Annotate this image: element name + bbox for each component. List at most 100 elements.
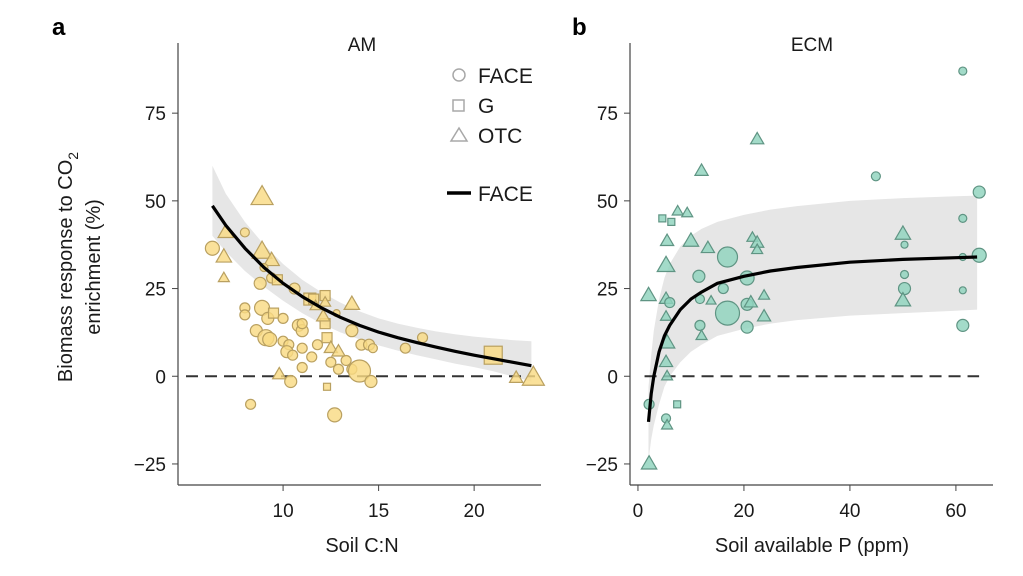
data-point-triangle: [671, 204, 685, 216]
legend-square-icon: [452, 99, 465, 112]
data-point-triangle: [215, 247, 233, 263]
data-point-triangle: [656, 255, 676, 273]
data-point-circle: [958, 66, 968, 76]
legend: FACE G OTC FACE: [447, 65, 533, 206]
x-tick-label: 20: [464, 501, 485, 522]
data-point-triangle: [508, 369, 524, 383]
data-point-circle: [325, 356, 337, 368]
data-point-circle: [714, 300, 741, 326]
data-point-circle: [253, 276, 267, 290]
x-tick-label: 40: [839, 501, 860, 522]
data-point-triangle: [315, 308, 331, 322]
data-point-circle: [717, 282, 729, 295]
x-tick-label: 0: [633, 501, 644, 522]
axes: −25 0 25 50 75 10 15 20: [134, 43, 541, 522]
data-point-circle: [262, 331, 278, 348]
panel-letter-b: b: [572, 14, 587, 41]
legend-label-g: G: [478, 95, 494, 118]
data-point-triangle: [251, 239, 274, 259]
axes: −25 0 25 50 75 0 20 40 60: [586, 43, 993, 522]
data-point-triangle: [271, 366, 287, 380]
data-point-triangle: [343, 294, 361, 310]
y-tick-label: −25: [586, 455, 618, 476]
panel-a: a AM −25 0 25 50 75 10 15 20 Soil C:N Biomass r…: [52, 14, 546, 557]
data-points: [204, 184, 546, 423]
data-point-circle: [694, 319, 706, 331]
data-point-circle: [296, 342, 308, 354]
data-point-circle: [296, 361, 308, 374]
data-point-triangle: [694, 328, 709, 341]
x-axis-title-a: Soil C:N: [325, 535, 398, 557]
data-point-square: [267, 307, 280, 319]
data-point-triangle: [749, 131, 765, 145]
data-point-triangle: [700, 239, 716, 254]
y-axis-title-line2: enrichment (%): [83, 199, 105, 335]
y-axis-title-subscript: 2: [65, 152, 81, 160]
y-tick-label: 75: [145, 104, 166, 125]
data-point-triangle: [660, 369, 674, 381]
data-point-square: [483, 345, 503, 365]
legend-entry-face: FACE: [452, 65, 533, 88]
data-point-triangle: [756, 308, 772, 322]
x-tick-label: 15: [368, 501, 389, 522]
data-point-triangle: [521, 365, 546, 386]
x-tick-label: 10: [273, 501, 294, 522]
data-point-circle: [245, 398, 257, 410]
data-point-circle: [345, 324, 359, 338]
fit-curve: [211, 204, 532, 368]
data-point-triangle: [659, 309, 673, 321]
data-point-circle: [277, 312, 289, 324]
legend-circle-icon: [452, 68, 466, 82]
y-tick-label: 0: [155, 367, 166, 388]
data-point-triangle: [693, 162, 710, 176]
data-point-triangle: [757, 288, 771, 300]
y-tick-label: 25: [597, 280, 618, 301]
data-point-circle: [958, 213, 968, 223]
data-point-circle: [311, 339, 324, 351]
data-point-triangle: [660, 418, 674, 430]
data-point-square: [667, 217, 676, 227]
x-tick-label: 20: [733, 501, 754, 522]
data-point-triangle: [262, 251, 281, 267]
data-point-circle: [972, 185, 986, 199]
data-point-square: [673, 400, 682, 409]
panel-b-title: ECM: [791, 35, 833, 56]
data-point-triangle: [250, 184, 275, 206]
y-tick-label: 0: [607, 367, 618, 388]
x-axis-title-b: Soil available P (ppm): [715, 535, 909, 557]
data-point-triangle: [894, 224, 912, 240]
data-point-circle: [327, 407, 343, 423]
data-point-circle: [416, 332, 429, 344]
data-point-circle: [364, 374, 378, 389]
legend-label-otc: OTC: [478, 125, 522, 148]
data-point-triangle: [743, 294, 759, 308]
legend-entry-otc: OTC: [449, 125, 522, 148]
y-tick-label: 50: [597, 192, 618, 213]
data-point-circle: [899, 269, 910, 280]
data-point-circle: [367, 343, 378, 354]
data-point-square: [321, 332, 333, 344]
legend-label-face: FACE: [478, 65, 533, 88]
data-point-triangle: [640, 454, 658, 470]
data-point-triangle: [750, 242, 764, 255]
data-point-circle: [306, 351, 318, 363]
data-point-triangle: [705, 294, 718, 305]
y-tick-label: 50: [145, 192, 166, 213]
data-point-triangle: [217, 270, 231, 283]
panel-b: b ECM −25 0 25 50 75 0 20 40 60 Soil available P…: [572, 14, 993, 557]
data-point-circle: [900, 240, 909, 249]
data-point-triangle: [894, 291, 912, 307]
data-point-circle: [340, 354, 352, 367]
fit-curve: [646, 255, 978, 423]
y-tick-label: 75: [597, 104, 618, 125]
x-tick-label: 60: [945, 501, 966, 522]
data-point-triangle: [318, 295, 332, 307]
data-point-triangle: [658, 353, 674, 368]
data-point-circle: [971, 247, 987, 263]
data-point-square: [322, 382, 332, 391]
y-axis-title: Biomass response to CO2 enrichment (%): [55, 152, 105, 382]
data-point-circle: [958, 286, 967, 295]
data-point-circle: [287, 349, 299, 361]
panel-letter-a: a: [52, 14, 66, 41]
